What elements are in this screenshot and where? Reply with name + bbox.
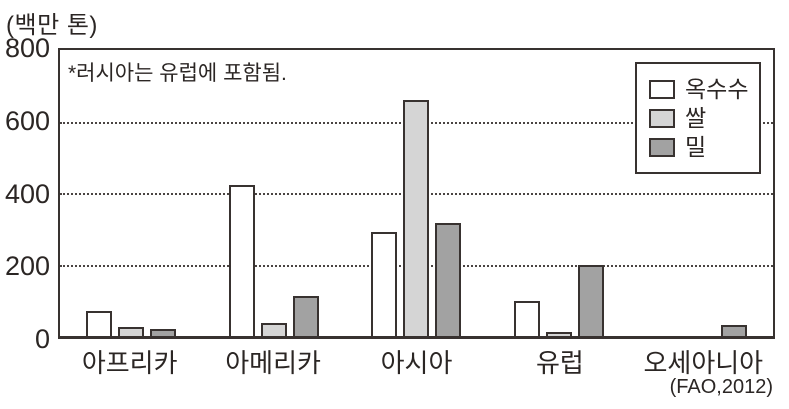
bar-group-4 xyxy=(514,50,605,336)
wheat-bar xyxy=(578,265,605,336)
legend-item-corn: 옥수수 xyxy=(649,77,749,101)
bar-group-5 xyxy=(657,50,747,336)
bar-group-1 xyxy=(86,50,177,336)
y-axis-tick-label: 600 xyxy=(4,105,50,136)
wheat-bar xyxy=(150,328,177,336)
legend-label: 옥수수 xyxy=(685,76,749,102)
x-axis-label: 아메리카 xyxy=(225,348,321,378)
rice-bar xyxy=(546,332,573,336)
y-axis-tick-label: 0 xyxy=(34,324,50,354)
corn-bar xyxy=(86,310,113,336)
wheat-swatch-icon xyxy=(649,137,675,157)
legend-item-wheat: 밀 xyxy=(649,135,749,159)
bar-group-3 xyxy=(371,50,462,336)
y-axis-unit-label: (백만 톤) xyxy=(6,12,98,39)
rice-bar xyxy=(260,323,287,336)
x-axis-label: 유럽 xyxy=(535,348,584,378)
wheat-bar xyxy=(435,223,462,336)
y-axis-tick-label: 800 xyxy=(4,33,50,63)
annotation-note: *러시아는 유럽에 포함됨. xyxy=(68,62,287,85)
source-label: (FAO,2012) xyxy=(669,376,773,398)
wheat-bar xyxy=(720,325,747,336)
bars-layer xyxy=(60,50,773,336)
corn-bar xyxy=(228,185,255,336)
rice-swatch-icon xyxy=(649,108,675,128)
x-axis-label: 오세아니아 xyxy=(643,348,764,378)
rice-bar xyxy=(118,326,145,336)
corn-bar xyxy=(514,301,541,336)
wheat-bar xyxy=(292,296,319,336)
corn-swatch-icon xyxy=(649,79,675,99)
x-axis-label: 아프리카 xyxy=(81,348,178,378)
legend-label: 쌀 xyxy=(685,105,707,132)
legend-label: 밀 xyxy=(685,134,707,161)
y-axis-tick-label: 400 xyxy=(4,178,50,209)
bar-group-2 xyxy=(228,50,319,336)
legend-item-rice: 쌀 xyxy=(649,106,749,130)
corn-bar xyxy=(371,232,398,336)
rice-bar xyxy=(403,99,430,336)
y-axis-tick-label: 200 xyxy=(4,251,50,282)
x-axis-label: 아시아 xyxy=(380,348,453,378)
